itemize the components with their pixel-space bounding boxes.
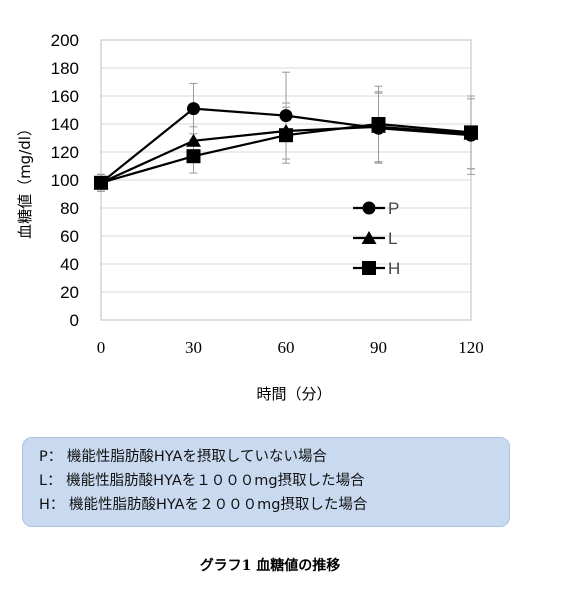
- x-tick-label: 120: [458, 338, 484, 357]
- legend-label: L: [388, 229, 397, 248]
- y-axis-label: 血糖値（mg/dl）: [16, 121, 34, 239]
- legend-item-h: H: [353, 259, 400, 278]
- y-tick-label: 180: [51, 59, 79, 78]
- y-axis-ticks: 0 20 40 60 80 100 120 140 160 180 200: [51, 31, 79, 330]
- y-tick-label: 0: [70, 311, 79, 330]
- data-point-h: [94, 175, 108, 190]
- y-tick-label: 140: [51, 115, 79, 134]
- y-tick-label: 200: [51, 31, 79, 50]
- data-point-h: [464, 125, 478, 140]
- data-point-p: [187, 102, 200, 116]
- data-point-h: [371, 117, 386, 131]
- x-tick-label: 30: [185, 338, 202, 357]
- legend: PLH: [353, 199, 400, 278]
- series-layer: [93, 71, 479, 192]
- data-point-h: [186, 149, 201, 164]
- y-tick-label: 20: [60, 283, 79, 302]
- legend-item-l: L: [353, 229, 397, 248]
- y-tick-label: 100: [51, 171, 79, 190]
- x-tick-label: 0: [97, 338, 106, 357]
- y-tick-label: 40: [60, 255, 79, 274]
- y-tick-label: 160: [51, 87, 79, 106]
- legend-notes-box: P： 機能性脂肪酸HYAを摂取していない場合 L： 機能性脂肪酸HYAを１０００…: [22, 437, 510, 527]
- x-axis-label: 時間（分）: [256, 385, 331, 403]
- note-l: L： 機能性脂肪酸HYAを１０００mg摂取した場合: [39, 473, 365, 489]
- note-p: P： 機能性脂肪酸HYAを摂取していない場合: [39, 449, 327, 465]
- legend-item-p: P: [353, 199, 399, 218]
- y-tick-label: 120: [51, 143, 79, 162]
- y-tick-label: 60: [60, 227, 79, 246]
- legend-marker: [361, 231, 377, 244]
- legend-label: H: [388, 259, 400, 278]
- chart: 0 20 40 60 80 100 120 140 160 180 200 0 30 60 90 120 P…: [16, 31, 484, 403]
- x-tick-label: 90: [370, 338, 387, 357]
- x-tick-label: 60: [278, 338, 295, 357]
- x-axis-ticks: 0 30 60 90 120: [97, 338, 484, 357]
- y-tick-label: 80: [60, 199, 79, 218]
- note-h: H： 機能性脂肪酸HYAを２０００mg摂取した場合: [39, 497, 368, 513]
- legend-label: P: [388, 199, 399, 218]
- legend-marker: [362, 201, 376, 215]
- data-point-p: [279, 109, 293, 123]
- chart-caption: グラフ1 血糖値の推移: [199, 558, 341, 574]
- legend-marker: [362, 261, 376, 275]
- data-point-l: [186, 133, 201, 147]
- data-point-h: [279, 128, 293, 143]
